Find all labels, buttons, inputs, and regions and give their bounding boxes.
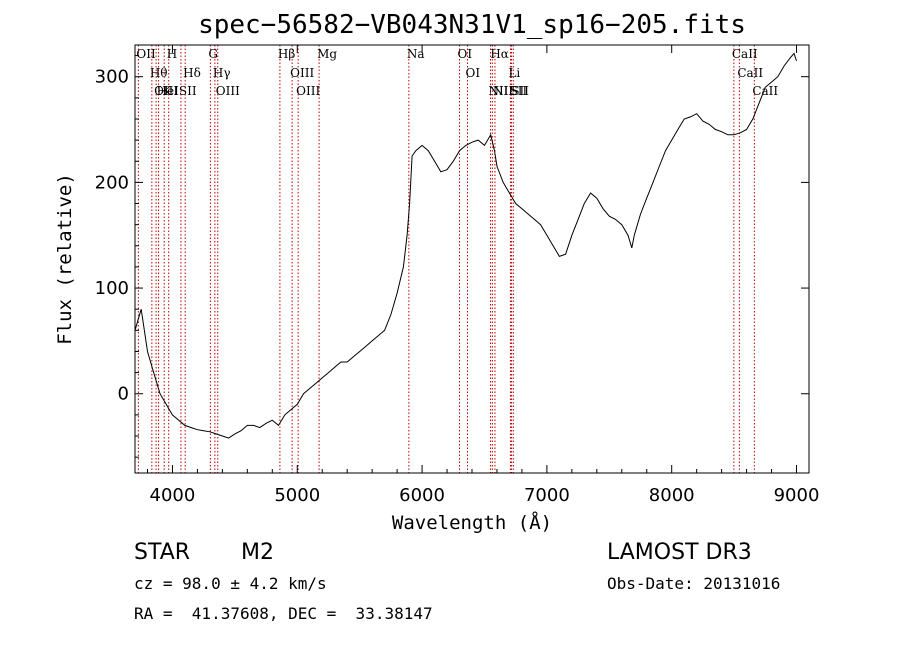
- line-label-3: HeI: [157, 84, 180, 98]
- y-tick-label-1: 100: [95, 278, 129, 299]
- line-label-20: NII: [493, 84, 513, 98]
- line-label-2: OIII: [154, 84, 178, 98]
- object-class: STAR: [134, 540, 191, 565]
- chart-title: spec−56582−VB043N31V1_sp16−205.fits: [198, 10, 746, 40]
- x-tick-label-3: 7000: [524, 485, 570, 506]
- y-tick-label-0: 0: [118, 384, 129, 405]
- line-label-26: CaII: [752, 84, 778, 98]
- line-label-22: SII: [510, 84, 528, 98]
- line-label-24: CaII: [732, 47, 758, 61]
- line-label-0: OII: [136, 47, 156, 61]
- x-tick-label-0: 4000: [150, 485, 196, 506]
- y-tick-label-2: 200: [95, 172, 129, 193]
- line-label-15: Na: [407, 47, 425, 61]
- line-label-18: NII: [488, 84, 508, 98]
- ra-dec: RA = 41.37608, DEC = 33.38147: [134, 604, 433, 623]
- x-tick-label-1: 5000: [274, 485, 320, 506]
- line-label-1: Hθ: [150, 66, 168, 80]
- line-label-5: H: [167, 47, 177, 61]
- line-label-8: G: [208, 47, 218, 61]
- line-label-7: Hδ: [183, 66, 201, 80]
- line-label-9: Hγ: [213, 66, 231, 80]
- x-tick-label-2: 6000: [399, 485, 445, 506]
- object-subclass: M2: [241, 540, 274, 565]
- x-axis-ticks: 4000 5000 6000 7000 8000 9000: [146, 45, 820, 506]
- line-label-13: OIII: [296, 84, 320, 98]
- line-label-25: CaII: [737, 66, 763, 80]
- y-tick-label-3: 300: [95, 67, 129, 88]
- line-label-23: SII: [511, 84, 529, 98]
- redshift-cz: cz = 98.0 ± 4.2 km/s: [134, 574, 327, 593]
- plot-frame: [134, 44, 810, 474]
- y-axis-label: Flux (relative): [54, 173, 76, 345]
- line-label-19: Hα: [490, 47, 509, 61]
- line-label-6: SII: [179, 84, 197, 98]
- x-tick-label-4: 8000: [649, 485, 695, 506]
- line-label-21: Li: [508, 66, 520, 80]
- survey-label: LAMOST DR3: [607, 540, 752, 565]
- line-label-16: OI: [458, 47, 473, 61]
- y-axis-ticks: 0 100 200 300: [95, 55, 809, 458]
- line-label-11: Hβ: [278, 47, 295, 61]
- x-tick-label-5: 9000: [774, 485, 820, 506]
- spectral-line-markers: [137, 45, 755, 473]
- line-label-14: Mg: [317, 47, 337, 61]
- x-axis-label: Wavelength (Å): [392, 511, 552, 534]
- observation-date: Obs-Date: 20131016: [607, 574, 781, 593]
- line-label-4: K: [162, 84, 172, 98]
- line-label-10: OIII: [216, 84, 240, 98]
- line-label-17: OI: [466, 66, 481, 80]
- line-label-12: OIII: [290, 66, 314, 80]
- spectrum-series-line: [134, 52, 797, 439]
